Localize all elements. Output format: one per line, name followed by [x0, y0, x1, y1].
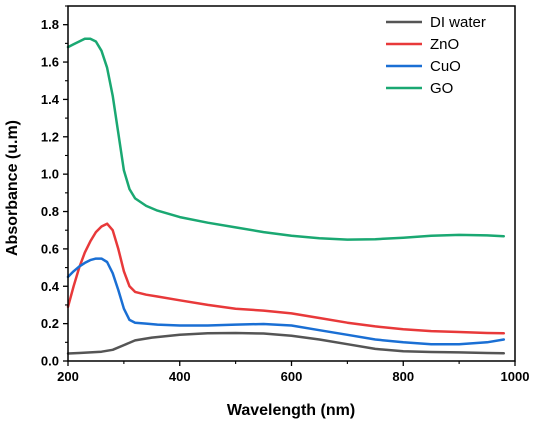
- legend: DI water ZnO CuO GO: [386, 14, 486, 97]
- y-tick-label: 1.2: [41, 129, 59, 144]
- y-tick-label: 1.4: [41, 92, 60, 107]
- y-tick-label: 0.4: [41, 279, 60, 294]
- x-tick-label: 1000: [501, 369, 530, 384]
- y-tick-label: 0.0: [41, 354, 59, 369]
- series-layer: [66, 37, 506, 355]
- x-tick-label: 600: [281, 369, 303, 384]
- legend-label-cuo: CuO: [430, 58, 461, 75]
- y-axis-title: Absorbance (u.m): [4, 120, 21, 256]
- y-tick-label: 1.0: [41, 167, 59, 182]
- x-tick-label: 800: [392, 369, 414, 384]
- y-tick-label: 0.2: [41, 316, 59, 331]
- x-tick-label: 400: [169, 369, 191, 384]
- x-axis-title: Wavelength (nm): [227, 402, 355, 419]
- y-tick-label: 0.8: [41, 204, 59, 219]
- series-line-go: [66, 37, 506, 241]
- series-line-zno: [66, 222, 506, 335]
- y-tick-label: 1.6: [41, 55, 59, 70]
- series-line-cuo: [66, 257, 506, 346]
- legend-label-go: GO: [430, 80, 453, 97]
- legend-label-zno: ZnO: [430, 36, 459, 53]
- legend-label-di-water: DI water: [430, 14, 486, 31]
- x-tick-label: 200: [57, 369, 79, 384]
- y-tick-label: 1.8: [41, 17, 59, 32]
- ticks-layer: 200 400 600 800 1000 0.0 0.2 0.4 0.6 0.8 1.0 1.2 1.4…: [41, 5, 530, 384]
- y-tick-label: 0.6: [41, 241, 59, 256]
- series-line-di-water: [66, 331, 506, 355]
